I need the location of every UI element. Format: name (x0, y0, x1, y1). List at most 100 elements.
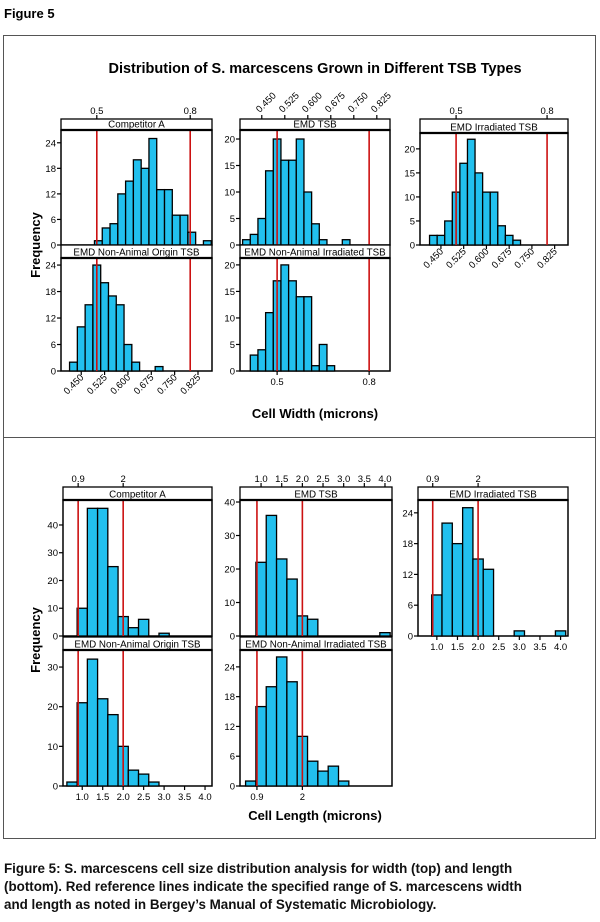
histogram-bar (504, 234, 514, 246)
x-tick-label: 4.0 (198, 792, 211, 803)
y-tick-label: 0 (51, 241, 56, 252)
x-tick-label: 3.0 (513, 642, 526, 653)
y-tick-label: 18 (402, 539, 413, 550)
x-tick-label: 0.675 (323, 91, 348, 116)
y-tick-label: 40 (47, 520, 58, 531)
x-tick-label: 2.0 (296, 474, 309, 485)
x-tick-label: 1.5 (451, 642, 464, 653)
histogram-bar (265, 514, 278, 637)
x-tick-label: 2 (475, 474, 480, 485)
y-tick-label: 24 (45, 138, 56, 149)
histogram-bar (115, 304, 125, 372)
histogram-bar (318, 343, 328, 372)
x-tick-label: 0.8 (184, 106, 197, 117)
histogram-bar (287, 159, 297, 246)
histogram-bar (117, 193, 127, 246)
histogram-bar (76, 326, 86, 372)
histogram-bar (137, 618, 150, 637)
y-tick-label: 0 (230, 241, 235, 252)
histogram-bar (249, 354, 259, 372)
y-tick-label: 15 (224, 287, 235, 298)
histogram-bar (317, 770, 329, 787)
histogram-bar (148, 781, 160, 787)
width-chart-title: Distribution of S. marcescens Grown in D… (108, 61, 521, 77)
y-tick-label: 40 (224, 498, 235, 509)
histogram-bar (148, 137, 158, 246)
x-tick-label: 1.0 (254, 474, 267, 485)
histogram-bar (109, 223, 119, 246)
panel-title: EMD Non-Animal Irradiated TSB (244, 248, 386, 259)
x-tick-label: 1.5 (275, 474, 288, 485)
histogram-bar (101, 227, 111, 246)
histogram-bar (306, 760, 319, 787)
x-tick-label: 2.5 (316, 474, 329, 485)
histogram-bar (163, 188, 173, 246)
panel-title: Competitor A (109, 490, 166, 501)
histogram-bar (257, 217, 267, 246)
histogram-bar (459, 162, 469, 246)
y-tick-label: 0 (53, 632, 58, 643)
histogram-bar (68, 361, 78, 372)
x-tick-label: 0.825 (535, 246, 560, 271)
histogram-bar (107, 295, 117, 372)
figure-caption: Figure 5: S. marcescens cell size distri… (4, 860, 522, 914)
histogram-bar (482, 568, 495, 637)
x-tick-label: 1.5 (96, 792, 109, 803)
length-x-axis-label: Cell Length (microns) (248, 808, 382, 823)
histogram-bar (326, 365, 336, 372)
x-tick-label: 3.0 (157, 792, 170, 803)
histogram-bar (275, 558, 288, 637)
histogram-bar (466, 138, 476, 246)
y-tick-label: 6 (408, 601, 413, 612)
x-tick-label: 3.5 (358, 474, 371, 485)
histogram-bar (156, 188, 166, 246)
histogram-bar (318, 239, 328, 246)
length-chart-frame (3, 437, 596, 839)
histogram-panel: EMD Irradiated TSB 0 6 12 18 24 0.9 2 1.0 1.5 2.0 2… (402, 474, 569, 653)
x-tick-label: 0.9 (250, 792, 263, 803)
x-tick-label: 0.8 (540, 106, 553, 117)
histogram-bar (474, 172, 484, 246)
histogram-bar (441, 522, 453, 637)
histogram-bar (436, 234, 446, 246)
y-tick-label: 10 (224, 313, 235, 324)
histogram-bar (295, 296, 305, 372)
x-tick-label: 0.9 (72, 474, 85, 485)
x-tick-label: 4.0 (554, 642, 567, 653)
y-tick-label: 10 (224, 598, 235, 609)
x-tick-label: 0.750 (346, 91, 371, 116)
x-tick-label: 3.5 (533, 642, 546, 653)
histogram-bar (513, 630, 526, 637)
histogram-panel: EMD Non-Animal Origin TSB061218240.4500.… (45, 244, 213, 397)
x-tick-label: 2 (121, 474, 126, 485)
y-tick-label: 15 (404, 168, 415, 179)
histogram-bar (286, 578, 298, 637)
y-tick-label: 20 (47, 702, 58, 713)
y-tick-label: 10 (47, 604, 58, 615)
y-tick-label: 6 (230, 752, 235, 763)
y-tick-label: 20 (224, 565, 235, 576)
x-tick-label: 3.0 (337, 474, 350, 485)
y-tick-label: 18 (45, 164, 56, 175)
histogram-bar (124, 180, 135, 246)
x-tick-label: 0.825 (179, 372, 204, 397)
panel-title: EMD Non-Animal Irradiated TSB (245, 640, 387, 651)
y-tick-label: 20 (404, 144, 415, 155)
panel-title: EMD TSB (293, 120, 337, 131)
y-tick-label: 0 (410, 241, 415, 252)
histogram-bar (286, 681, 298, 787)
x-tick-label: 0.750 (512, 246, 537, 271)
x-tick-label: 0.525 (277, 91, 302, 116)
histogram-bar (337, 780, 350, 787)
histogram-bar (86, 507, 99, 637)
y-tick-label: 24 (224, 662, 235, 673)
histogram-bar (86, 658, 99, 787)
histogram-bar (127, 769, 140, 787)
y-tick-label: 5 (230, 340, 235, 351)
histogram-bar (158, 632, 170, 637)
x-tick-label: 0.600 (300, 91, 325, 116)
y-tick-label: 30 (47, 663, 58, 674)
x-tick-label: 2.0 (117, 792, 130, 803)
histogram-bar (310, 365, 320, 372)
caption-line: and length as noted in Bergey’s Manual o… (4, 897, 437, 912)
